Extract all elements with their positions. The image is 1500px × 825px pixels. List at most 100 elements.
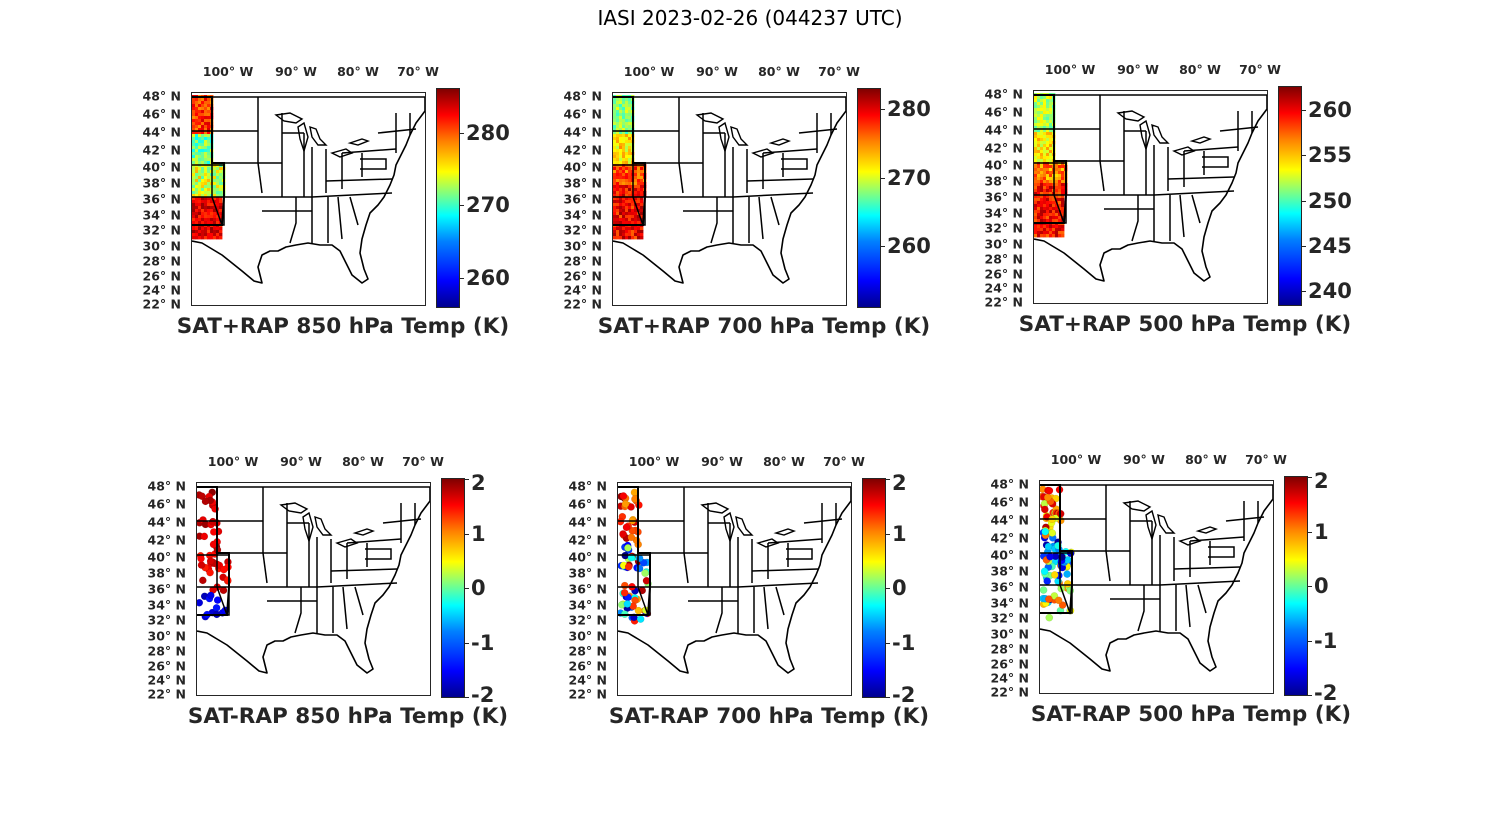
swath-cell: [1046, 114, 1050, 118]
swath-cell: [616, 98, 620, 102]
swath-cell: [628, 107, 632, 111]
great-lake: [309, 125, 328, 146]
swath-cell: [622, 113, 626, 117]
swath-cell: [1034, 96, 1038, 100]
swath-cell: [1034, 189, 1038, 193]
state-boundary: [770, 196, 780, 226]
colorbar-tick-label: -1: [471, 630, 495, 655]
swath-cell: [637, 230, 641, 234]
swath-cell: [204, 137, 208, 141]
observation-point: [619, 492, 628, 500]
latitude-tick-label: 36° N: [984, 189, 1023, 205]
swath-cell: [637, 203, 641, 207]
swath-cell: [625, 167, 629, 171]
swath-cell: [1037, 177, 1041, 181]
swath-cell: [1055, 189, 1059, 193]
swath-cell: [198, 128, 202, 132]
swath-cell: [625, 212, 629, 216]
swath-cell: [204, 179, 208, 183]
swath-cell: [616, 110, 620, 114]
swath-cell: [628, 212, 632, 216]
latitude-tick-label: 48° N: [568, 478, 607, 494]
swath-cell: [195, 191, 199, 195]
swath-cell: [1043, 195, 1047, 199]
swath-cell: [204, 194, 208, 198]
swath-cell: [625, 161, 629, 165]
swath-cell: [195, 203, 199, 207]
swath-cell: [616, 131, 620, 135]
swath-cell: [622, 107, 626, 111]
swath-cell: [1043, 153, 1047, 157]
latitude-tick-label: 42° N: [990, 530, 1029, 546]
great-lake: [274, 112, 304, 124]
colorbar-tick: [1307, 695, 1312, 696]
swath-cell: [619, 197, 623, 201]
swath-cell: [613, 146, 617, 150]
swath-cell: [201, 140, 205, 144]
swath-cell: [619, 143, 623, 147]
swath-cell: [207, 119, 211, 123]
swath-cell: [613, 197, 617, 201]
swath-cell: [216, 203, 220, 207]
swath-cell: [1043, 204, 1047, 208]
colorbar: [862, 478, 886, 698]
swath-cell: [1058, 225, 1062, 229]
swath-cell: [216, 209, 220, 213]
longitude-axis: 100° W 90° W 80° W 70° W: [193, 454, 444, 472]
state-boundary: [1179, 194, 1185, 238]
swath-cell: [1043, 213, 1047, 217]
swath-cell: [634, 179, 638, 183]
swath-cell: [1049, 120, 1053, 124]
swath-cell: [204, 110, 208, 114]
swath-cell: [1043, 216, 1047, 220]
swath-cell: [198, 212, 202, 216]
swath-cell: [637, 206, 641, 210]
swath-cell: [207, 116, 211, 120]
swath-cell: [1037, 201, 1041, 205]
latitude-tick-label: 30° N: [984, 236, 1023, 252]
state-boundary: [746, 178, 814, 182]
swath-cell: [198, 194, 202, 198]
swath-cell: [619, 233, 623, 237]
swath-cell: [1046, 102, 1050, 106]
colorbar: [1284, 476, 1308, 696]
colorbar-tick-label: 245: [1308, 233, 1352, 258]
colorbar-tick-label: 260: [887, 233, 931, 258]
swath-cell: [622, 203, 626, 207]
swath-cell: [192, 119, 196, 123]
swath-cell: [198, 134, 202, 138]
swath-cell: [625, 227, 629, 231]
longitude-tick-label: 70° W: [818, 64, 860, 79]
swath-cell: [637, 191, 641, 195]
swath-cell: [1034, 132, 1038, 136]
swath-cell: [1049, 153, 1053, 157]
swath-cell: [1046, 138, 1050, 142]
swath-cell: [195, 116, 199, 120]
swath-cell: [195, 155, 199, 159]
state-boundary: [763, 586, 769, 630]
swath-cell: [192, 125, 196, 129]
latitude-tick-label: 40° N: [563, 159, 602, 175]
latitude-tick-label: 22° N: [984, 294, 1023, 310]
swath-cell: [204, 218, 208, 222]
swath-cell: [207, 173, 211, 177]
swath-cell: [1043, 177, 1047, 181]
observation-point: [1050, 571, 1059, 579]
swath-cell: [1040, 207, 1044, 211]
swath-cell: [622, 152, 626, 156]
longitude-tick-label: 80° W: [763, 454, 805, 469]
longitude-axis: 100° W 90° W 80° W 70° W: [1030, 62, 1281, 80]
coastline: [1034, 94, 1267, 282]
observation-point: [1045, 486, 1054, 495]
swath-cell: [1037, 102, 1041, 106]
latitude-tick-label: 46° N: [142, 106, 181, 122]
swath-cell: [192, 155, 196, 159]
swath-cell: [1034, 231, 1038, 235]
longitude-tick-label: 80° W: [1179, 62, 1221, 77]
swath-cell: [213, 206, 217, 210]
swath-cell: [628, 149, 632, 153]
swath-cell: [204, 101, 208, 105]
swath-cell: [204, 122, 208, 126]
swath-cell: [192, 158, 196, 162]
swath-cell: [1043, 183, 1047, 187]
